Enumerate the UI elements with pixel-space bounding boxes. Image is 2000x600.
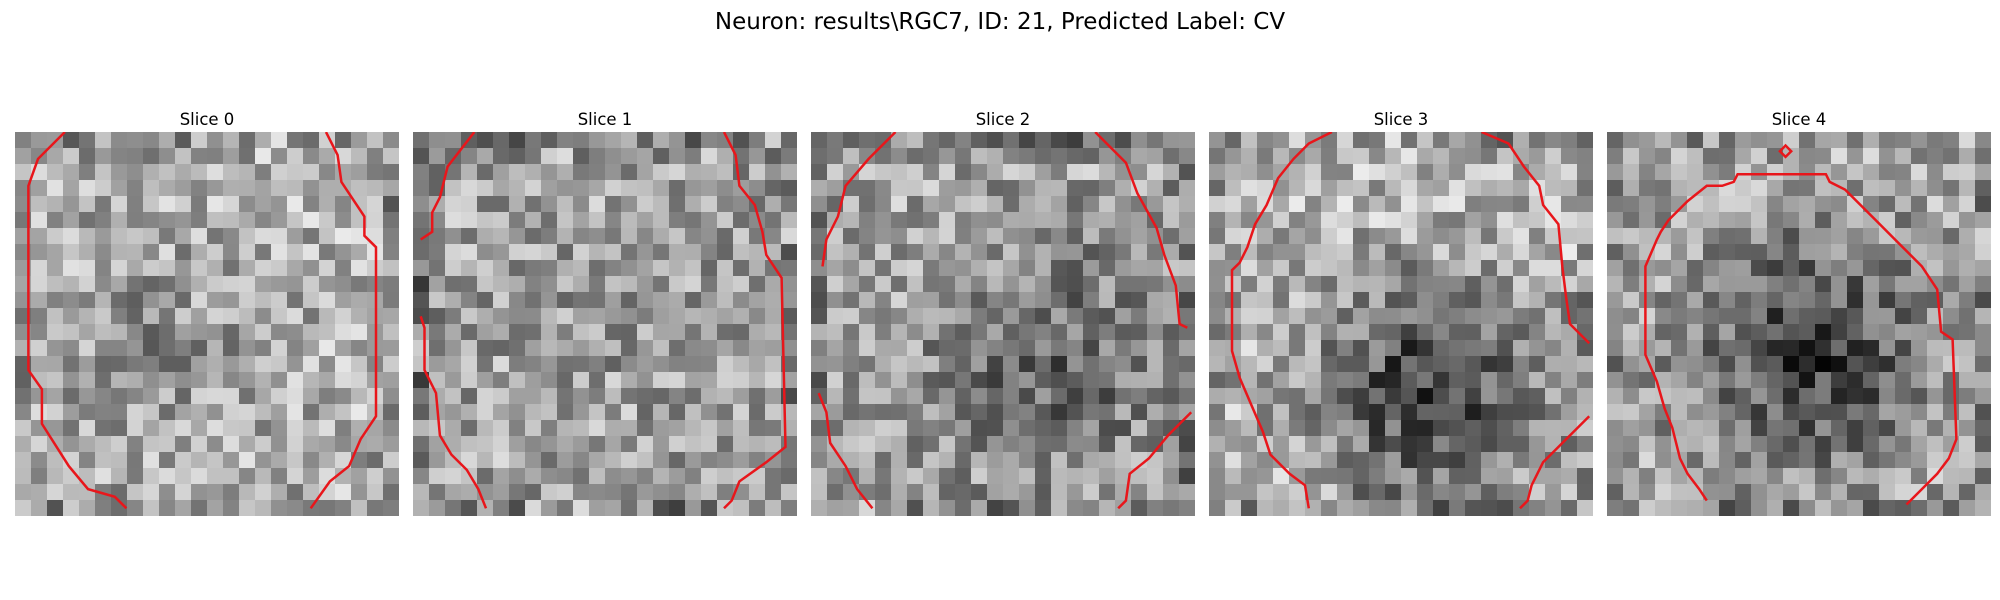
contour-line [420, 132, 476, 241]
contour-line [1230, 132, 1333, 509]
slice-image-4 [1607, 132, 1991, 516]
slice-image-3 [1209, 132, 1593, 516]
slice-title-4: Slice 4 [1771, 110, 1827, 129]
slice-panel-0: Slice 0 [15, 108, 399, 516]
contour-line [1644, 172, 1958, 506]
slice-panel-3: Slice 3 [1209, 108, 1593, 516]
contour-marker [1778, 143, 1793, 159]
contour-line [27, 132, 128, 510]
figure-title: Neuron: results\RGC7, ID: 21, Predicted … [714, 9, 1286, 35]
slice-panel-4: Slice 4 [1607, 108, 1991, 516]
slice-panel-2: Slice 2 [811, 108, 1195, 516]
contour-line [821, 132, 897, 267]
slice-title-1: Slice 1 [577, 110, 633, 129]
contour-line [1094, 132, 1188, 329]
contour-line [1519, 415, 1591, 510]
slice-image-0 [15, 132, 399, 516]
slice-title-3: Slice 3 [1373, 110, 1429, 129]
contour-line [309, 132, 378, 510]
contour-line [1117, 411, 1193, 510]
contour-line [419, 315, 488, 509]
slice-image-2 [811, 132, 1195, 516]
contour-line [722, 132, 787, 510]
slice-title-0: Slice 0 [179, 110, 235, 129]
slice-image-1 [413, 132, 797, 516]
slice-panel-1: Slice 1 [413, 108, 797, 516]
contour-line [817, 392, 874, 510]
slice-title-2: Slice 2 [975, 110, 1031, 129]
contour-line [1481, 132, 1591, 345]
